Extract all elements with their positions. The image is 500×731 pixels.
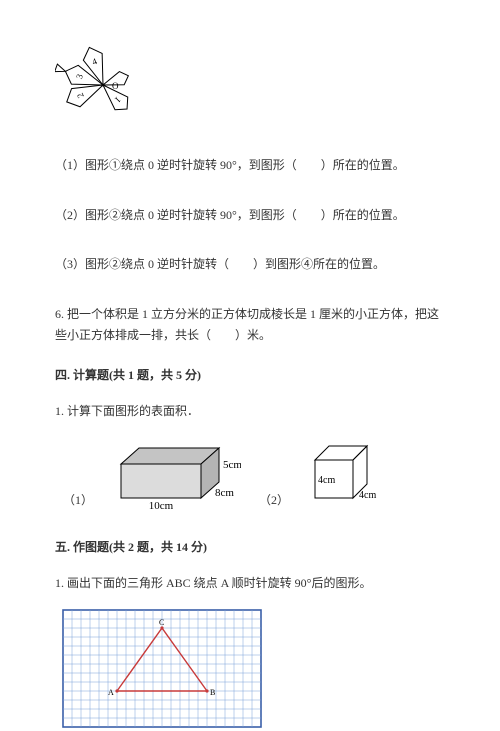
svg-text:A: A: [108, 688, 114, 697]
q5-sub2: （2）图形②绕点 0 逆时针旋转 90°，到图形（ ）所在的位置。: [55, 205, 445, 227]
cuboid-svg: 10cm 8cm 5cm: [111, 436, 241, 511]
cuboid-label-2: （2）: [259, 490, 289, 512]
cuboid-wid: 8cm: [215, 487, 234, 499]
section4-heading: 四. 计算题(共 1 题，共 5 分): [55, 365, 445, 387]
svg-text:C: C: [159, 618, 164, 627]
q6-text: 6. 把一个体积是 1 立方分米的正方体切成棱长是 1 厘米的小正方体，把这些小…: [55, 304, 445, 347]
cube-svg: 4cm 4cm: [307, 436, 387, 511]
section5-heading: 五. 作图题(共 2 题，共 14 分): [55, 537, 445, 559]
s4-q1-text: 1. 计算下面图形的表面积．: [55, 401, 445, 423]
q5-sub3: （3）图形②绕点 0 逆时针旋转（ ）到图形④所在的位置。: [55, 254, 445, 276]
cube-b: 4cm: [359, 490, 376, 501]
cuboid-label-1: （1）: [63, 490, 93, 512]
s5-q1-text: 1. 画出下面的三角形 ABC 绕点 A 顺时针旋转 90°后的图形。: [55, 573, 445, 595]
cuboid-len: 10cm: [149, 500, 174, 511]
q5-sub1: （1）图形①绕点 0 逆时针旋转 90°，到图形（ ）所在的位置。: [55, 155, 445, 177]
cuboid-hei: 5cm: [223, 459, 241, 471]
rotation-fan-diagram: 3 2 4 1 O: [55, 40, 445, 130]
center-label: O: [112, 81, 119, 91]
cube-a: 4cm: [318, 475, 335, 486]
grid-figure: A B C: [59, 606, 445, 731]
fan-svg: 3 2 4 1 O: [55, 40, 150, 130]
svg-text:B: B: [210, 688, 215, 697]
cuboid-figures: （1） 10cm 8cm 5cm （2） 4cm 4cm: [63, 436, 445, 511]
grid-svg: A B C: [59, 606, 265, 731]
